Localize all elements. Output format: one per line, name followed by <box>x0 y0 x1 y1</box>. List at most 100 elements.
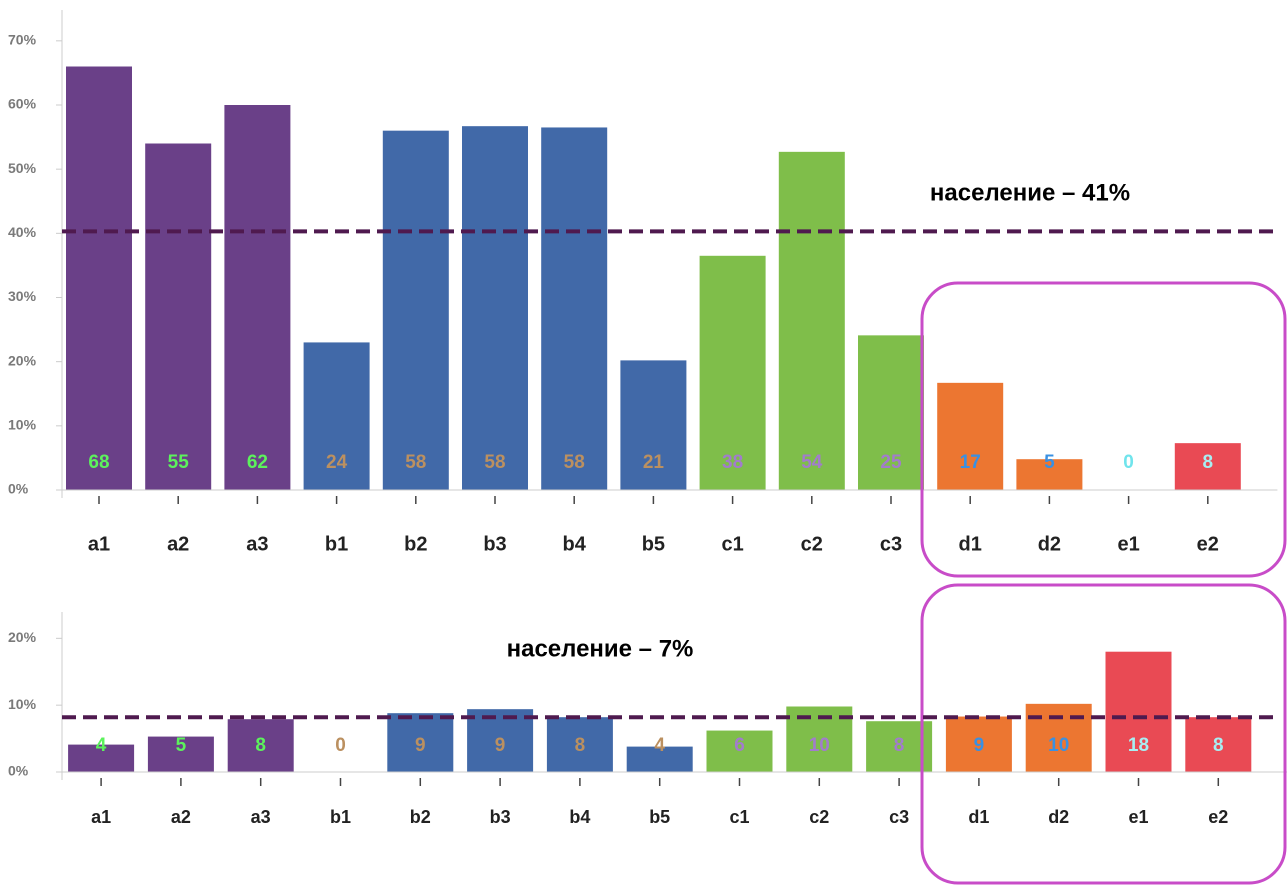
x-tick-label: a3 <box>246 533 268 555</box>
bar <box>778 151 845 490</box>
data-label: 55 <box>168 452 190 473</box>
x-tick-label: c3 <box>889 807 909 827</box>
bar <box>145 143 212 490</box>
x-tick-label: d1 <box>959 533 982 555</box>
data-label: 68 <box>88 452 109 473</box>
bar <box>1174 443 1241 490</box>
bar <box>387 713 454 772</box>
x-tick-label: b2 <box>410 807 431 827</box>
data-label: 8 <box>1203 452 1214 473</box>
data-label: 6 <box>734 735 745 756</box>
data-label: 4 <box>96 735 107 756</box>
bar <box>1016 459 1083 490</box>
x-tick-label: a2 <box>167 533 189 555</box>
x-tick-label: b5 <box>649 807 670 827</box>
data-label: 58 <box>484 452 505 473</box>
y-tick-label: 30% <box>8 288 37 304</box>
bar <box>699 255 766 490</box>
highlight-box <box>920 583 1287 885</box>
data-label: 8 <box>255 735 266 756</box>
x-tick-label: c2 <box>809 807 829 827</box>
data-label: 24 <box>326 452 348 473</box>
x-tick-label: c1 <box>721 533 743 555</box>
bar <box>467 709 534 772</box>
bar <box>858 335 924 490</box>
bar <box>462 126 528 491</box>
data-label: 8 <box>894 735 905 756</box>
data-label: 8 <box>575 735 586 756</box>
data-label: 0 <box>1123 452 1134 473</box>
data-label: 4 <box>654 735 665 756</box>
x-tick-label: e1 <box>1117 533 1139 555</box>
data-label: 38 <box>722 452 743 473</box>
data-label: 9 <box>974 735 985 756</box>
bar <box>706 730 773 772</box>
bar <box>224 105 291 490</box>
data-label: 21 <box>643 452 665 473</box>
data-label: 62 <box>247 452 268 473</box>
data-label: 58 <box>405 452 426 473</box>
x-tick-label: d1 <box>968 807 989 827</box>
bar <box>66 66 132 490</box>
bar <box>937 382 1004 490</box>
x-tick-label: c2 <box>801 533 823 555</box>
x-tick-label: b4 <box>563 533 587 555</box>
y-tick-label: 0% <box>8 481 29 497</box>
y-tick-label: 60% <box>8 96 37 112</box>
data-label: 0 <box>335 735 346 756</box>
reference-label: население – 41% <box>930 179 1130 206</box>
reference-label: население – 7% <box>507 635 694 662</box>
data-label: 25 <box>880 452 902 473</box>
x-tick-label: b5 <box>642 533 665 555</box>
x-tick-label: d2 <box>1048 807 1069 827</box>
x-tick-label: b3 <box>490 807 511 827</box>
data-label: 9 <box>495 735 506 756</box>
data-label: 5 <box>176 735 187 756</box>
bar <box>541 127 608 490</box>
highlight-box <box>920 281 1287 578</box>
bar <box>626 746 693 772</box>
x-tick-label: b1 <box>325 533 348 555</box>
x-tick-label: c3 <box>880 533 902 555</box>
bar <box>546 717 613 772</box>
bar <box>945 716 1012 772</box>
data-label: 10 <box>1048 735 1069 756</box>
y-tick-label: 20% <box>8 352 37 368</box>
bar <box>147 736 214 772</box>
bar <box>620 360 687 490</box>
x-tick-label: a1 <box>88 533 110 555</box>
data-label: 54 <box>801 452 823 473</box>
x-tick-label: c1 <box>729 807 749 827</box>
data-label: 18 <box>1128 735 1149 756</box>
y-tick-label: 40% <box>8 224 37 240</box>
data-label: 9 <box>415 735 426 756</box>
bar <box>1025 703 1092 772</box>
bar <box>1105 651 1172 772</box>
x-tick-label: a3 <box>251 807 271 827</box>
y-tick-label: 20% <box>8 629 37 645</box>
x-tick-label: b2 <box>404 533 427 555</box>
data-label: 10 <box>809 735 830 756</box>
data-label: 8 <box>1213 735 1224 756</box>
x-tick-label: a1 <box>91 807 111 827</box>
bar <box>227 719 294 772</box>
data-label: 58 <box>564 452 585 473</box>
y-tick-label: 10% <box>8 696 37 712</box>
y-tick-label: 0% <box>8 763 29 779</box>
x-tick-label: e1 <box>1128 807 1148 827</box>
data-label: 5 <box>1044 452 1055 473</box>
x-tick-label: a2 <box>171 807 191 827</box>
data-label: 17 <box>960 452 981 473</box>
y-tick-label: 70% <box>8 32 37 48</box>
x-tick-label: b3 <box>483 533 506 555</box>
x-tick-label: d2 <box>1038 533 1061 555</box>
x-tick-label: b1 <box>330 807 351 827</box>
bar <box>303 342 370 490</box>
x-tick-label: e2 <box>1197 533 1219 555</box>
bar <box>1185 717 1252 772</box>
x-tick-label: b4 <box>569 807 590 827</box>
bar <box>68 744 135 772</box>
bar <box>382 130 449 490</box>
y-tick-label: 50% <box>8 160 37 176</box>
